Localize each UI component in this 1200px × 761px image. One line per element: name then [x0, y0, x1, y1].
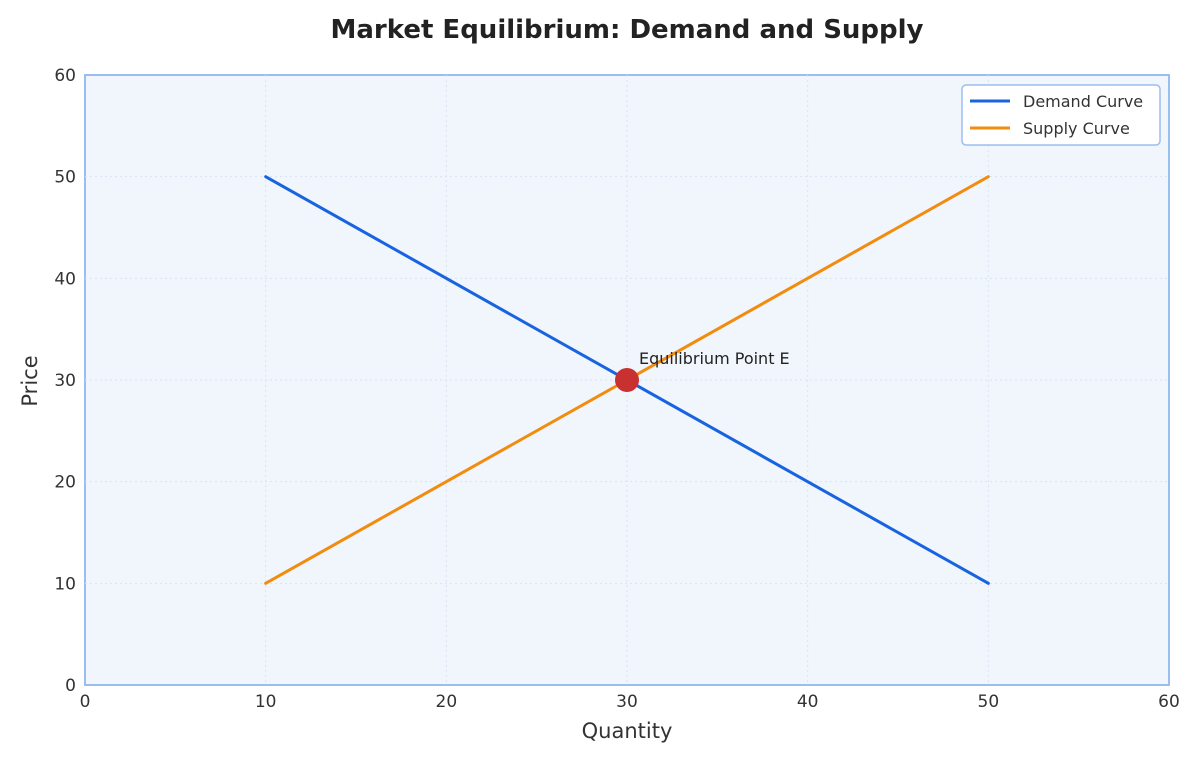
x-tick-label-3: 30	[616, 692, 638, 712]
legend-box	[961, 84, 1161, 146]
y-tick-label-1: 10	[54, 574, 76, 594]
x-tick-label-5: 50	[978, 692, 1000, 712]
x-tick-label-4: 40	[797, 692, 819, 712]
legend-label-0: Demand Curve	[1023, 92, 1143, 111]
annotation-layer: Equilibrium Point E	[615, 349, 790, 392]
y-tick-label-5: 50	[54, 168, 76, 188]
y-axis-ticks: 0 10 20 30 40 50 60	[54, 66, 76, 696]
y-tick-label-2: 20	[54, 473, 76, 493]
equilibrium-point-label: Equilibrium Point E	[639, 349, 790, 368]
legend: Demand Curve Supply Curve	[961, 84, 1161, 146]
legend-label-1: Supply Curve	[1023, 119, 1130, 138]
x-tick-label-6: 60	[1158, 692, 1180, 712]
x-tick-label-0: 0	[80, 692, 91, 712]
x-axis-label: Quantity	[582, 719, 673, 743]
y-tick-label-6: 60	[54, 66, 76, 86]
chart-title: Market Equilibrium: Demand and Supply	[330, 15, 923, 45]
x-axis-ticks: 0 10 20 30 40 50 60	[80, 692, 1180, 712]
y-axis-label: Price	[18, 355, 42, 406]
y-tick-label-4: 40	[54, 269, 76, 289]
x-tick-label-2: 20	[436, 692, 458, 712]
equilibrium-point-marker	[615, 368, 639, 392]
y-tick-label-3: 30	[54, 371, 76, 391]
y-tick-label-0: 0	[65, 676, 76, 696]
x-tick-label-1: 10	[255, 692, 277, 712]
